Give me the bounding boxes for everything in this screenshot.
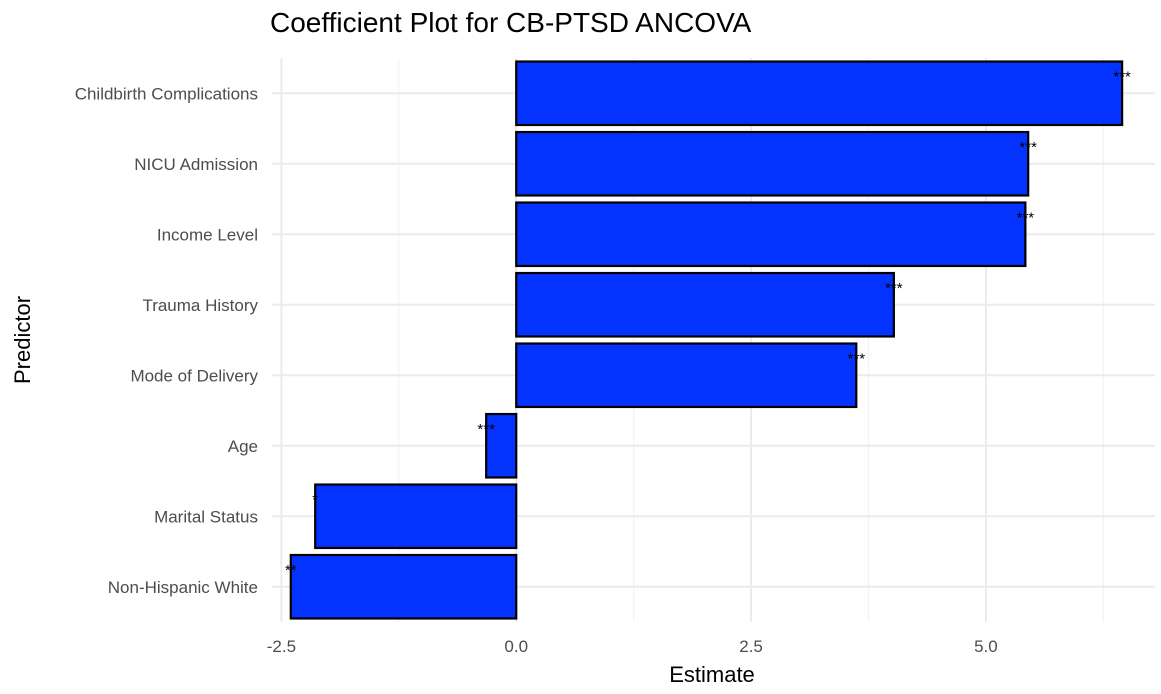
significance-label: *** <box>1113 69 1131 86</box>
bar <box>515 271 895 338</box>
significance-label: *** <box>1019 139 1037 156</box>
x-axis-tick-labels: -2.5 0.0 2.5 5.0 <box>267 637 998 656</box>
significance-label: *** <box>477 421 495 438</box>
chart-title: Coefficient Plot for CB-PTSD ANCOVA <box>270 7 752 38</box>
y-tick-label: Non-Hispanic White <box>108 578 258 597</box>
y-tick-label: Childbirth Complications <box>75 84 258 103</box>
bar <box>515 60 1124 127</box>
significance-label: *** <box>848 351 866 368</box>
x-tick-label: -2.5 <box>267 637 296 656</box>
bar <box>515 201 1027 268</box>
x-axis-title: Estimate <box>669 662 755 687</box>
y-tick-label: Mode of Delivery <box>130 366 258 385</box>
y-axis-title: Predictor <box>10 296 35 384</box>
significance-labels: ********************* <box>285 69 1131 580</box>
y-tick-label: NICU Admission <box>134 155 258 174</box>
bars <box>289 60 1124 620</box>
y-tick-label: Age <box>228 437 258 456</box>
y-tick-label: Marital Status <box>154 507 258 526</box>
significance-label: *** <box>1017 210 1035 227</box>
significance-label: ** <box>285 562 297 579</box>
significance-label: *** <box>885 280 903 297</box>
x-tick-label: 0.0 <box>504 637 528 656</box>
bar <box>515 130 1030 197</box>
x-tick-label: 5.0 <box>974 637 998 656</box>
y-tick-label: Income Level <box>157 225 258 244</box>
bar <box>289 553 518 620</box>
bar <box>515 342 858 409</box>
significance-label: * <box>312 492 318 509</box>
bar <box>314 483 518 550</box>
y-tick-label: Trauma History <box>142 296 258 315</box>
y-axis-tick-labels: Childbirth Complications NICU Admission In… <box>75 84 259 597</box>
x-tick-label: 2.5 <box>739 637 763 656</box>
bar <box>485 412 518 479</box>
